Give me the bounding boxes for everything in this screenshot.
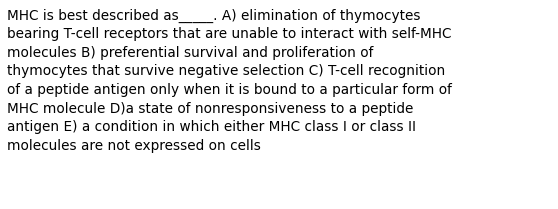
Text: MHC is best described as_____. A) elimination of thymocytes
bearing T-cell recep: MHC is best described as_____. A) elimin… — [7, 8, 452, 153]
